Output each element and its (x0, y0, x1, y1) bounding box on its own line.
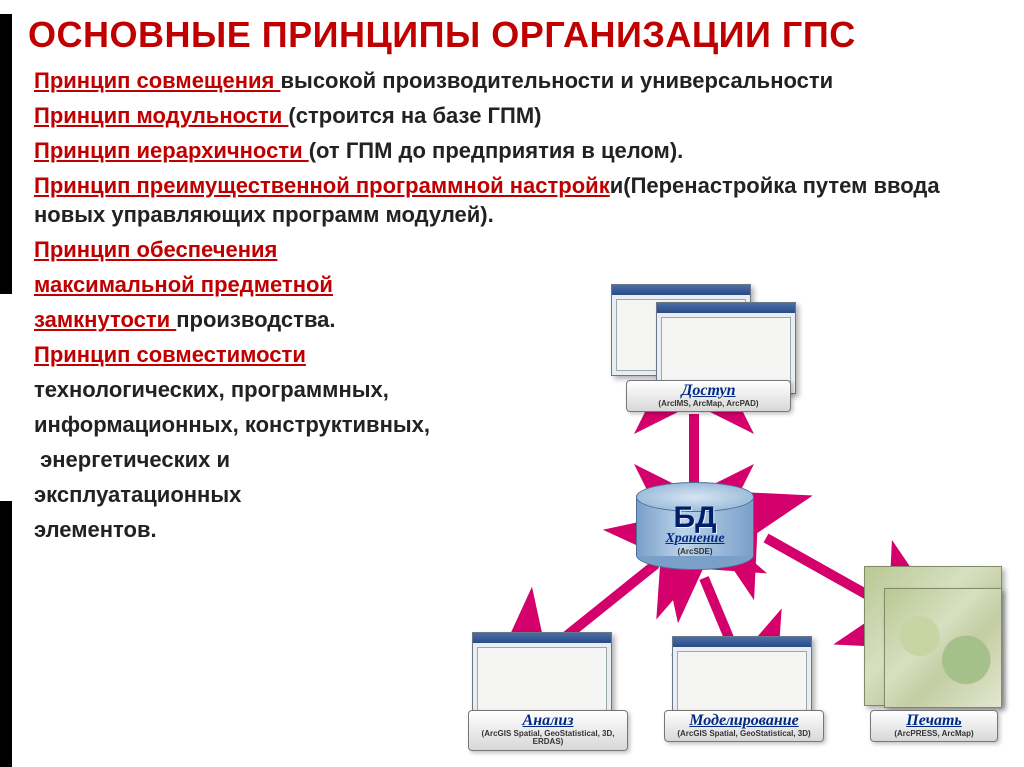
print-panel: Печать (ArcPRESS, ArcMap) (870, 710, 998, 742)
principle-3: Принцип иерархичности (от ГПМ до предпри… (34, 136, 994, 165)
principle-6b: технологических, программных, (34, 375, 504, 404)
principle-6d: энергетических и (34, 445, 504, 474)
principle-name: максимальной предметной (34, 272, 333, 297)
principle-name: Принцип иерархичности (34, 138, 309, 163)
principle-name: Принцип преимущественной программной нас… (34, 173, 610, 198)
principle-name: Принцип обеспечения (34, 237, 277, 262)
principle-rest: (строится на базе ГПМ) (288, 103, 541, 128)
principle-name: Принцип совместимости (34, 342, 306, 367)
access-panel: Доступ (ArcIMS, ArcMap, ArcPAD) (626, 380, 791, 412)
principle-rest: высокой производительности и универсальн… (281, 68, 834, 93)
principle-name: замкнутости (34, 307, 176, 332)
principle-6c: информационных, конструктивных, (34, 410, 504, 439)
principle-rest: производства. (176, 307, 335, 332)
print-map-front (884, 588, 1002, 708)
analysis-label: Анализ (473, 713, 623, 730)
principle-6f: элементов. (34, 515, 504, 544)
principle-4: Принцип преимущественной программной нас… (34, 171, 994, 229)
principle-6a: Принцип совместимости (34, 340, 504, 369)
principle-6e: эксплуатационных (34, 480, 504, 509)
access-label: Доступ (631, 383, 786, 400)
left-stripe-top (0, 14, 12, 294)
modeling-panel: Моделирование (ArcGIS Spatial, GeoStatis… (664, 710, 824, 742)
principle-rest: (от ГПМ до предприятия в целом). (309, 138, 684, 163)
left-stripe-bottom (0, 501, 12, 767)
narrow-column: Принцип обеспечения максимальной предмет… (34, 235, 504, 544)
slide: ОСНОВНЫЕ ПРИНЦИПЫ ОРГАНИЗАЦИИ ГПС Принци… (0, 14, 1024, 767)
db-mid: Хранение (636, 531, 754, 547)
analysis-sub: (ArcGIS Spatial, GeoStatistical, 3D, ERD… (473, 730, 623, 747)
modeling-sub: (ArcGIS Spatial, GeoStatistical, 3D) (669, 730, 819, 738)
principle-name: Принцип совмещения (34, 68, 281, 93)
db-label: БД Хранение (ArcSDE) (636, 504, 754, 556)
analysis-panel: Анализ (ArcGIS Spatial, GeoStatistical, … (468, 710, 628, 751)
db-node: БД Хранение (ArcSDE) (636, 482, 754, 570)
principle-name: Принцип модульности (34, 103, 288, 128)
principle-5: Принцип обеспечения (34, 235, 504, 264)
access-sub: (ArcIMS, ArcMap, ArcPAD) (631, 400, 786, 408)
db-sm: (ArcSDE) (636, 547, 754, 556)
principle-5b: максимальной предметной (34, 270, 504, 299)
print-sub: (ArcPRESS, ArcMap) (875, 730, 993, 738)
principle-5c: замкнутости производства. (34, 305, 504, 334)
print-label: Печать (875, 713, 993, 730)
diagram: Доступ (ArcIMS, ArcMap, ArcPAD) БД Хране… (466, 302, 1012, 762)
db-big: БД (636, 504, 754, 531)
principle-2: Принцип модульности (строится на базе ГП… (34, 101, 994, 130)
modeling-label: Моделирование (669, 713, 819, 730)
principle-1: Принцип совмещения высокой производитель… (34, 66, 994, 95)
slide-title: ОСНОВНЫЕ ПРИНЦИПЫ ОРГАНИЗАЦИИ ГПС (28, 14, 994, 56)
